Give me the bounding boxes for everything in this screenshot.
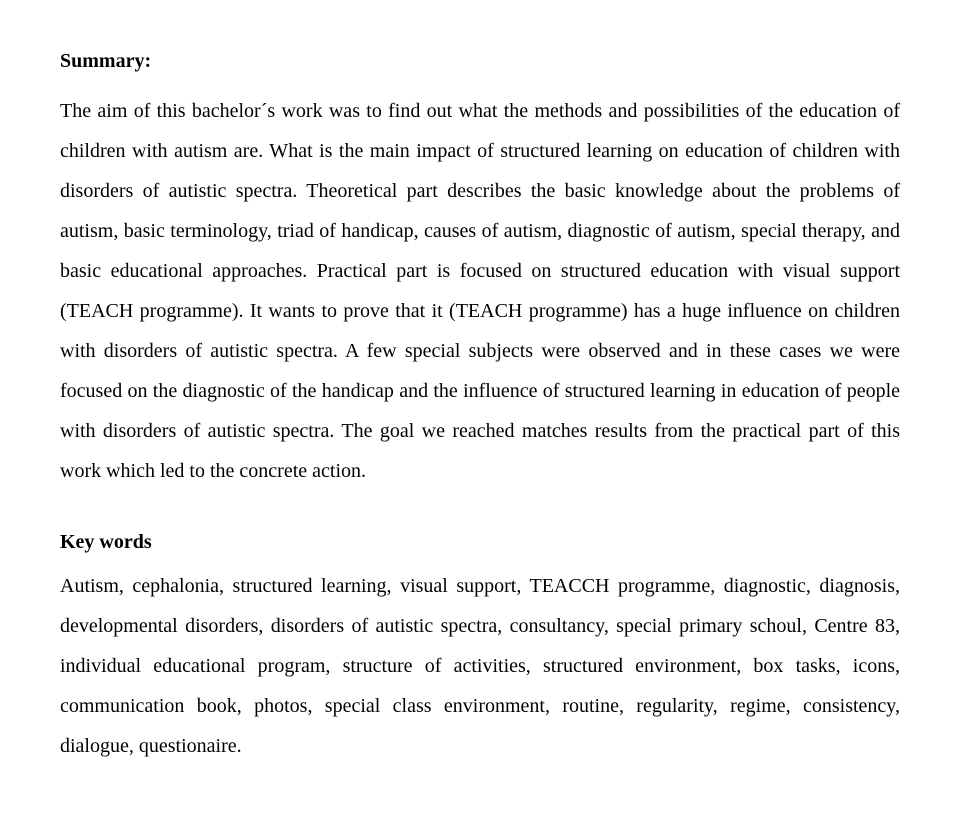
keywords-heading: Key words (60, 531, 900, 554)
summary-heading: Summary: (60, 50, 900, 73)
keywords-body: Autism, cephalonia, structured learning,… (60, 566, 900, 766)
summary-body: The aim of this bachelor´s work was to f… (60, 91, 900, 491)
